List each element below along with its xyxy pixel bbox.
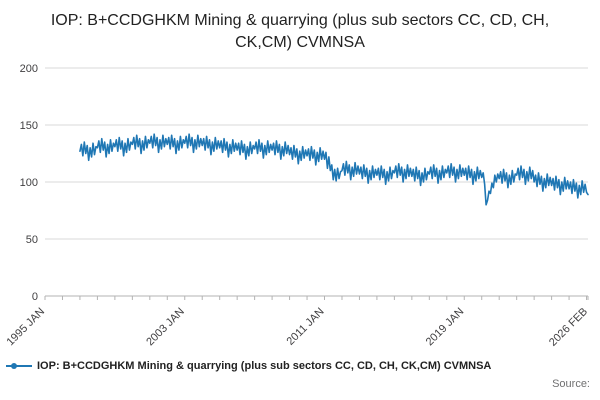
source-label: Source: xyxy=(552,378,590,390)
svg-text:2026 FEB: 2026 FEB xyxy=(547,306,590,349)
plot-area: 0 50 100 150 200 1995 JAN 2003 JAN 2011 JAN 2019… xyxy=(0,52,600,352)
svg-text:2003 JAN: 2003 JAN xyxy=(144,306,187,349)
svg-text:2011 JAN: 2011 JAN xyxy=(285,306,327,348)
legend: IOP: B+CCDGHKM Mining & quarrying (plus … xyxy=(6,360,600,372)
svg-text:0: 0 xyxy=(32,291,38,303)
chart-title: IOP: B+CCDGHKM Mining & quarrying (plus … xyxy=(50,12,550,51)
svg-text:200: 200 xyxy=(20,63,38,75)
svg-text:50: 50 xyxy=(26,234,38,246)
legend-label: IOP: B+CCDGHKM Mining & quarrying (plus … xyxy=(37,360,492,372)
line-chart-svg: 0 50 100 150 200 1995 JAN 2003 JAN 2011 JAN 2019… xyxy=(4,63,590,349)
svg-text:100: 100 xyxy=(20,177,38,189)
svg-text:2019 JAN: 2019 JAN xyxy=(424,306,467,349)
legend-line-marker-icon xyxy=(6,363,32,369)
svg-text:150: 150 xyxy=(20,120,38,132)
svg-text:1995 JAN: 1995 JAN xyxy=(4,306,47,349)
